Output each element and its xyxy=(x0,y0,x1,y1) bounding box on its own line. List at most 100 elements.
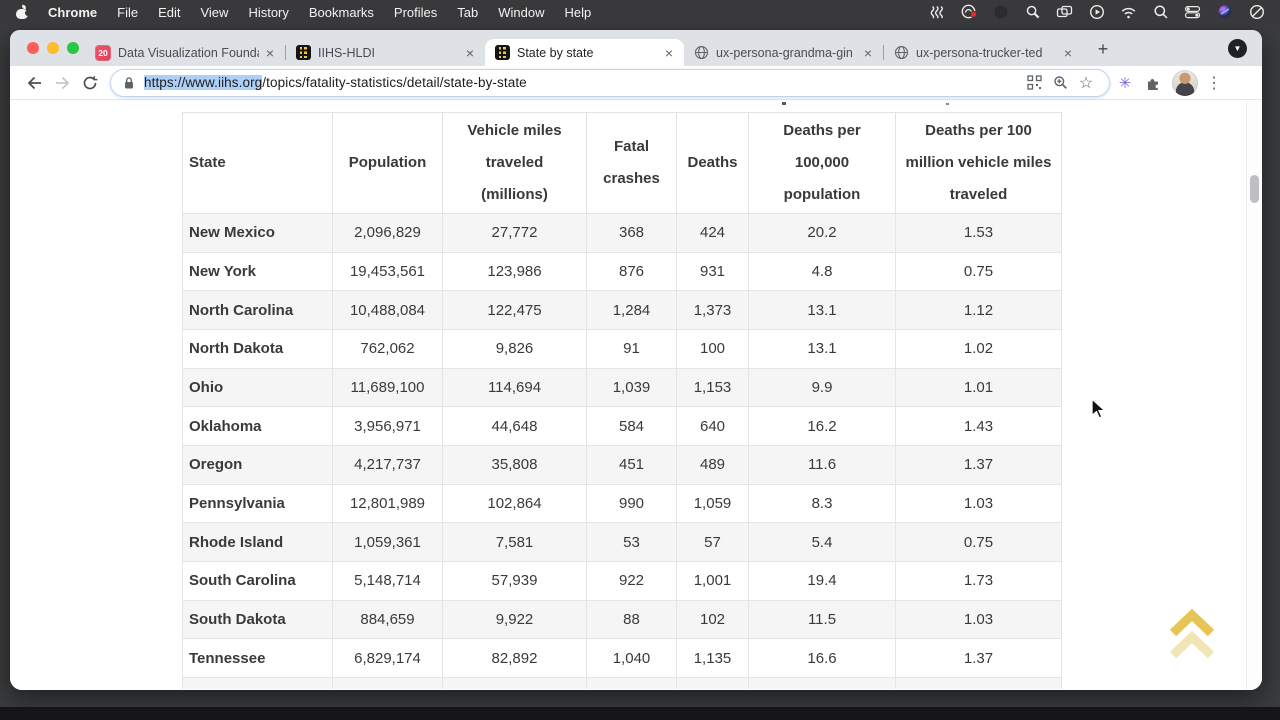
menu-history[interactable]: History xyxy=(248,4,289,20)
waves-icon[interactable] xyxy=(927,3,946,21)
menu-bookmarks[interactable]: Bookmarks xyxy=(308,4,374,20)
tab-strip: 20 Data Visualization Founda × IIHS-HLDI × St… xyxy=(10,30,1262,66)
window-minimize-button[interactable] xyxy=(47,42,59,54)
scrollbar-track[interactable] xyxy=(1246,101,1262,690)
back-button[interactable] xyxy=(20,69,48,97)
tab-close-button[interactable]: × xyxy=(1063,44,1073,61)
apple-menu[interactable] xyxy=(12,4,32,19)
value-cell: 9.9 xyxy=(748,367,896,408)
state-cell: Ohio xyxy=(182,367,333,408)
value-cell: 1.73 xyxy=(895,561,1062,601)
tab-title: State by state xyxy=(517,45,594,60)
table-row: Oklahoma 3,956,971 44,648 584 640 16.2 1.43 xyxy=(182,406,1062,446)
back-to-top-button[interactable] xyxy=(1166,606,1218,664)
menu-help[interactable]: Help xyxy=(564,4,592,20)
macos-menu-bar: Chrome File Edit View History Bookmarks Profil… xyxy=(0,0,1280,24)
value-cell: 1,373 xyxy=(676,290,749,330)
extension-flower-icon[interactable]: ✳ xyxy=(1118,74,1132,92)
play-circle-icon[interactable] xyxy=(1087,3,1106,21)
menu-chrome[interactable]: Chrome xyxy=(48,4,98,20)
profile-avatar[interactable] xyxy=(1172,69,1198,96)
tab-state-by-state[interactable]: State by state × xyxy=(485,39,684,66)
do-not-disturb-icon[interactable] xyxy=(1247,3,1266,21)
qr-scan-icon[interactable] xyxy=(1021,71,1047,95)
url-text[interactable]: https://www.iihs.org/topics/fatality-sta… xyxy=(144,75,1021,90)
tab-separator xyxy=(285,45,286,60)
spotlight-search-icon[interactable] xyxy=(1151,3,1170,21)
tab-title: Data Visualization Founda xyxy=(118,45,259,60)
clipped-title-artifact xyxy=(782,102,786,105)
tab-ux-persona-trucker-ted[interactable]: ux-persona-trucker-ted × xyxy=(884,39,1083,66)
address-bar[interactable]: https://www.iihs.org/topics/fatality-sta… xyxy=(110,68,1110,97)
menu-file[interactable]: File xyxy=(117,4,139,20)
window-close-button[interactable] xyxy=(27,42,39,54)
value-cell: 57 xyxy=(676,522,749,562)
value-cell: 102 xyxy=(676,599,749,640)
value-cell: 2,096,829 xyxy=(332,212,443,253)
reload-button[interactable] xyxy=(76,69,104,97)
cloud-app-icon[interactable] xyxy=(959,3,978,21)
dimmed-app-icon[interactable] xyxy=(991,3,1010,21)
value-cell: 1.53 xyxy=(895,212,1062,253)
extensions-puzzle-icon[interactable] xyxy=(1140,71,1166,95)
value-cell: 1.37 xyxy=(895,638,1062,679)
window-zoom-button[interactable] xyxy=(67,42,79,54)
tab-search-button[interactable]: ▼ xyxy=(1228,39,1247,58)
table-row: Rhode Island 1,059,361 7,581 53 57 5.4 0.75 xyxy=(182,522,1062,562)
tab-ux-persona-grandma-gin[interactable]: ux-persona-grandma-gin × xyxy=(684,39,883,66)
table-row: North Dakota 762,062 9,826 91 100 13.1 1.02 xyxy=(182,328,1062,369)
tab-close-button[interactable]: × xyxy=(465,44,475,61)
value-cell: 4,217,737 xyxy=(332,444,443,485)
tab-data-visualization-founda[interactable]: 20 Data Visualization Founda × xyxy=(86,39,285,66)
fatality-statistics-table: State Population Vehicle miles traveled (m… xyxy=(182,112,1062,689)
forward-button[interactable] xyxy=(48,69,76,97)
apple-logo-icon xyxy=(16,4,31,19)
value-cell: 91 xyxy=(586,328,677,369)
table-row: Tennessee 6,829,174 82,892 1,040 1,135 16.6 1.… xyxy=(182,638,1062,679)
value-cell: 123,986 xyxy=(442,251,587,292)
value-cell: 9,922 xyxy=(442,599,587,640)
menu-view[interactable]: View xyxy=(200,4,229,20)
tab-iihs-hldi[interactable]: IIHS-HLDI × xyxy=(286,39,485,66)
scrollbar-thumb[interactable] xyxy=(1249,175,1259,203)
screen-mirroring-icon[interactable] xyxy=(1055,3,1074,21)
tab-close-button[interactable]: × xyxy=(265,44,275,61)
control-center-icon[interactable] xyxy=(1183,3,1202,21)
value-cell: 13.1 xyxy=(748,290,896,330)
assistant-app-icon[interactable] xyxy=(1215,3,1234,21)
tab-close-button[interactable]: × xyxy=(664,44,674,61)
tab-title: IIHS-HLDI xyxy=(318,45,375,60)
value-cell: 0.75 xyxy=(895,251,1062,292)
value-cell: 0.75 xyxy=(895,522,1062,562)
menu-edit[interactable]: Edit xyxy=(158,4,181,20)
value-cell: 3,956,971 xyxy=(332,406,443,446)
lock-icon[interactable] xyxy=(123,76,135,90)
wifi-icon[interactable] xyxy=(1119,3,1138,21)
value-cell: 368 xyxy=(586,212,677,253)
browser-toolbar: https://www.iihs.org/topics/fatality-sta… xyxy=(10,66,1262,100)
tab-separator xyxy=(883,45,884,60)
chevron-down-icon: ▼ xyxy=(1233,44,1242,53)
value-cell: 9,826 xyxy=(442,328,587,369)
url-selected-text: https://www.iihs.org xyxy=(144,75,263,90)
menu-tab[interactable]: Tab xyxy=(457,4,479,20)
value-cell: 57,939 xyxy=(442,561,587,601)
menu-window[interactable]: Window xyxy=(498,4,545,20)
value-cell: 11.6 xyxy=(748,444,896,485)
value-cell: 884,659 xyxy=(332,599,443,640)
zoom-in-icon[interactable] xyxy=(1047,71,1073,95)
new-tab-button[interactable]: + xyxy=(1097,38,1109,59)
calendar-favicon: 20 xyxy=(95,44,111,61)
value-cell: 1.01 xyxy=(895,367,1062,408)
bookmark-star-icon[interactable]: ☆ xyxy=(1078,74,1094,92)
column-header: Fatal crashes xyxy=(586,112,677,214)
magnifier-app-icon[interactable] xyxy=(1023,3,1042,21)
value-cell: 762,062 xyxy=(332,328,443,369)
value-cell: 44,648 xyxy=(442,406,587,446)
value-cell: 1.03 xyxy=(895,599,1062,640)
tab-close-button[interactable]: × xyxy=(863,44,873,61)
value-cell: 88 xyxy=(586,599,677,640)
browser-menu-icon[interactable]: ⋮ xyxy=(1206,74,1222,92)
value-cell: 82,892 xyxy=(442,638,587,679)
menu-profiles[interactable]: Profiles xyxy=(393,4,438,20)
